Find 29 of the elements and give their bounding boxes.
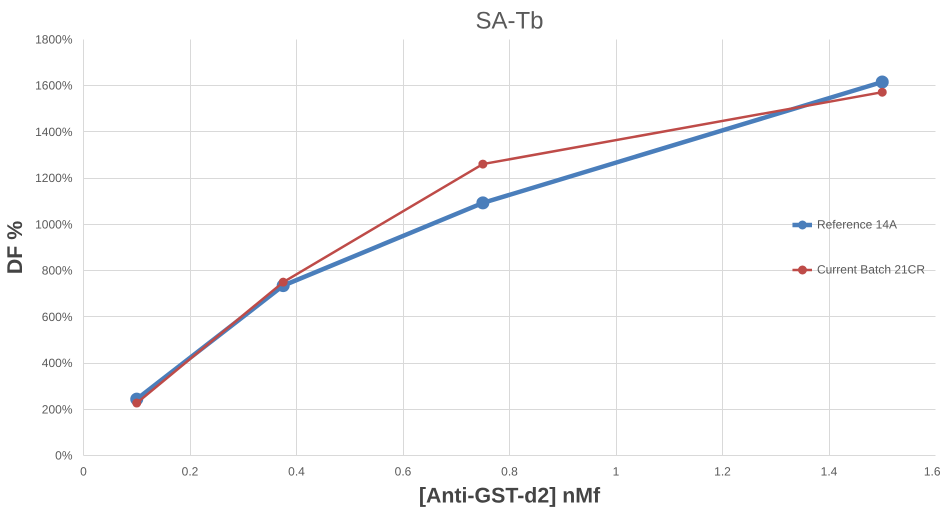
legend-label: Reference 14A — [816, 218, 898, 232]
point — [878, 88, 887, 97]
point — [476, 196, 490, 210]
y-tick-label: 400% — [42, 356, 73, 370]
y-tick-label: 200% — [42, 402, 73, 416]
point — [132, 398, 142, 408]
y-tick-label: 1000% — [35, 217, 73, 232]
x-tick-label: 1 — [612, 464, 620, 478]
y-tick-label: 600% — [42, 310, 73, 324]
x-tick-label: 0.2 — [182, 464, 199, 478]
legend-label: Current Batch 21CR — [816, 262, 925, 276]
x-tick-label: 1.4 — [820, 464, 838, 478]
x-tick-label: 0 — [80, 464, 88, 478]
point — [478, 160, 488, 169]
y-tick-label: 0% — [55, 448, 73, 462]
x-axis-title: [Anti-GST-d2] nMf — [418, 484, 602, 508]
y-tick-label: 1600% — [35, 78, 73, 93]
x-tick-label: 0.4 — [288, 464, 306, 478]
point — [876, 76, 889, 89]
x-tick-label: 0.8 — [501, 464, 518, 478]
x-tick-label: 0.6 — [394, 464, 412, 478]
y-tick-label: 1800% — [35, 32, 73, 46]
chart-title: SA-Tb — [475, 8, 544, 34]
x-tick-label: 1.6 — [924, 464, 941, 478]
x-tick-label: 1.2 — [714, 464, 732, 478]
y-tick-label: 800% — [42, 264, 73, 278]
y-tick-label: 1400% — [35, 124, 73, 139]
y-tick-label: 1200% — [35, 171, 73, 186]
y-axis-title: DF % — [3, 220, 28, 274]
